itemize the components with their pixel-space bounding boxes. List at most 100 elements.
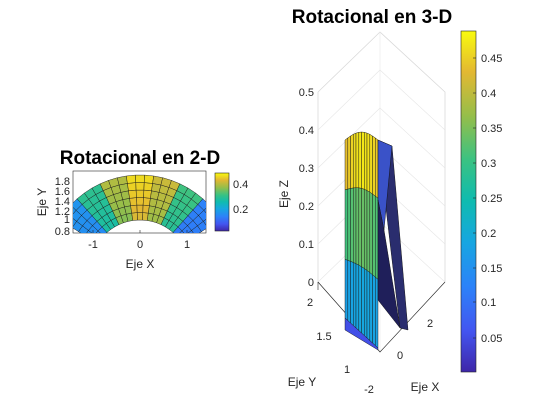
chart-3d-colorbar-tick-label: 0.25	[481, 193, 502, 205]
chart-3d-surface-cell	[350, 187, 354, 263]
chart-3d-z-axis-label: Eje Z	[277, 180, 291, 208]
chart-2d-surface-cell	[135, 182, 145, 191]
chart-3d-surface-cell	[355, 187, 360, 266]
chart-2d-surface-cell	[131, 212, 138, 221]
chart-3d-z-tick-label: 0.5	[299, 87, 314, 99]
chart-2d-y-tick-label: 1.2	[55, 206, 70, 218]
chart-3d-surface-cell	[347, 188, 351, 262]
chart-3d-colorbar-tick-label: 0.45	[481, 53, 502, 65]
chart-3d-colorbar	[460, 30, 477, 373]
chart-3d-surface-cell	[369, 133, 373, 195]
chart-3d-z-tick-label: 0.1	[299, 239, 314, 251]
chart-3d-colorbar-tick-label: 0.35	[481, 123, 502, 135]
chart-2d-y-tick-label: 1	[64, 214, 70, 226]
chart-3d-surface-cell	[358, 264, 362, 334]
chart-3d-z-tick-label: 0	[308, 277, 314, 289]
chart-2d-y-tick-label: 0.8	[55, 226, 70, 238]
chart-3d-surface-cell	[344, 188, 349, 261]
chart-3d-x-axis-label: Eje X	[411, 380, 440, 394]
chart-3d-surface-cell	[372, 274, 376, 347]
chart-2d-x-axis-label: Eje X	[126, 257, 155, 271]
chart-3d-surface-cell	[344, 317, 379, 351]
chart-3d-x-tick-label: -2	[364, 384, 374, 396]
chart-2d-surface-cell	[135, 174, 145, 183]
chart-2d-surface-cell	[130, 204, 138, 214]
chart-3d-surface-cell	[353, 187, 357, 265]
chart-3d-y-axis-label: Eje Y	[288, 375, 316, 389]
chart-3d-surface-cell	[369, 272, 373, 344]
chart-3d-z-tick-label: 0.4	[299, 125, 314, 137]
chart-2d-surface-cell	[136, 212, 144, 221]
chart-3d-surface-cell	[347, 259, 351, 324]
chart-3d-surface-cell	[361, 131, 365, 190]
chart-3d-colorbar-tick-label: 0.2	[481, 228, 496, 240]
chart-2d-surface-cell	[127, 182, 137, 192]
chart-3d-surface-cell	[353, 132, 357, 189]
chart-2d-colorbar-tick-label: 0.4	[233, 179, 248, 191]
chart-2d-surface-cell	[143, 189, 152, 199]
chart-2d-surface-cell	[198, 209, 206, 222]
chart-3d-y-tick-label: 2	[307, 297, 313, 309]
chart-3d-x-tick-label: 2	[427, 318, 433, 330]
chart-3d-surface-cell	[364, 188, 368, 271]
chart-2d-surface-cell	[197, 220, 206, 232]
chart-2d-surface-cell	[73, 218, 77, 227]
chart-2d: Rotacional en 2-D -1 0 1 0.811.21.41.61.8 …	[35, 148, 248, 271]
chart-3d-surface-cell	[358, 131, 362, 189]
chart-2d-surface-cell	[136, 197, 144, 206]
chart-3d-title: Rotacional en 3-D	[292, 7, 452, 28]
chart-2d-surface-cell	[179, 230, 185, 233]
chart-2d-colorbar	[214, 172, 230, 232]
chart-2d-surface-cell	[129, 197, 138, 206]
chart-3d-surface-cell	[358, 187, 362, 268]
chart-3d-surface-cell	[372, 135, 376, 197]
chart-2d-title: Rotacional en 2-D	[60, 148, 220, 169]
chart-3d-z-tick-label: 0.3	[299, 163, 314, 175]
chart-2d-y-tick-label: 1.8	[55, 176, 70, 188]
chart-3d-colorbar-tick-label: 0.4	[481, 88, 496, 100]
chart-3d-colorbar-tick-label: 0.15	[481, 263, 502, 275]
chart-3d-surface-cell	[366, 132, 371, 193]
chart-3d-surface-cell	[369, 191, 373, 276]
chart-2d-surface-cell	[203, 219, 206, 226]
chart-3d-y-tick-label: 1.5	[316, 331, 331, 343]
chart-3d-surface-cell	[344, 258, 349, 322]
chart-3d-y-tick-label: 1	[344, 364, 350, 376]
chart-2d-surface-cell	[143, 182, 153, 192]
chart-3d-surface-cell	[372, 193, 376, 278]
chart-3d-surface	[344, 131, 409, 351]
chart-3d-surface-cell	[366, 269, 371, 342]
chart-3d-surface-cell	[361, 187, 365, 269]
chart-3d-colorbar-tick-label: 0.05	[481, 333, 502, 345]
chart-3d-surface-cell	[355, 132, 360, 189]
chart-3d-colorbar-tick-label: 0.1	[481, 297, 496, 309]
chart-3d-surface-cell	[377, 199, 401, 329]
chart-2d-surface-cell	[117, 175, 128, 186]
chart-2d-surface-cell	[187, 230, 194, 233]
chart-2d-surface-cell	[142, 197, 151, 206]
chart-3d-surface-cell	[344, 137, 349, 191]
chart-3d-colorbar-tick-label: 0.3	[481, 158, 496, 170]
chart-3d-surface-cell	[355, 263, 360, 332]
chart-3d-surface-cell	[347, 135, 351, 190]
chart-3d-surface-cell	[375, 195, 379, 280]
chart-3d-surface-cell	[361, 266, 365, 337]
chart-2d-surface-cell	[128, 189, 137, 199]
chart-2d-surface-cell	[197, 198, 206, 211]
chart-3d-surface-cell	[366, 190, 371, 273]
chart-2d-colorbar-tick-label: 0.2	[233, 204, 248, 216]
chart-3d-surface-cell	[353, 262, 357, 329]
chart-2d-x-tick-label: -1	[88, 239, 98, 251]
chart-2d-y-axis-label: Eje Y	[35, 188, 49, 216]
chart-2d-x-tick-label: 1	[184, 239, 190, 251]
chart-2d-surface-cell	[203, 208, 206, 214]
chart-2d-surface	[73, 174, 206, 233]
chart-3d: Rotacional en 3-D 0 0.1 0.2 0.3 0.4 0.5 2 1.5 1…	[277, 7, 502, 396]
chart-3d-surface-cell	[375, 137, 379, 199]
chart-3d-surface-cell	[375, 276, 379, 349]
chart-3d-x-tick-label: 0	[397, 350, 403, 362]
chart-3d-surface-cell	[364, 131, 368, 191]
chart-3d-surface-cell	[350, 260, 354, 327]
chart-2d-surface-cell	[143, 174, 154, 184]
